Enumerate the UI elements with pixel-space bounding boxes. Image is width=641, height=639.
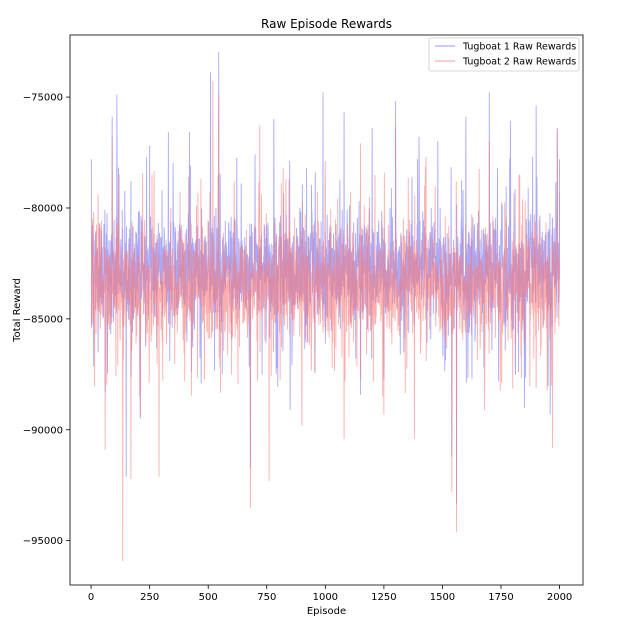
x-axis: 0 250 500 750 1000 1250 1500 1750 2000 — [88, 585, 572, 603]
legend: Tugboat 1 Raw Rewards Tugboat 2 Raw Rewa… — [428, 37, 580, 72]
legend-label-tugboat-2: Tugboat 2 Raw Rewards — [462, 57, 576, 68]
series-layer — [90, 52, 561, 562]
x-tick-label: 750 — [257, 592, 276, 603]
x-axis-label: Episode — [307, 606, 346, 617]
x-tick-label: 250 — [140, 592, 159, 603]
y-tick-label: −95000 — [23, 536, 63, 547]
x-tick-label: 2000 — [547, 592, 572, 603]
plot-frame — [69, 34, 584, 586]
x-tick-label: 1000 — [313, 592, 338, 603]
y-tick-label: −75000 — [23, 93, 63, 104]
legend-box — [428, 37, 580, 72]
y-tick-label: −80000 — [23, 203, 63, 214]
x-tick-label: 1250 — [371, 592, 396, 603]
y-tick-label: −90000 — [23, 425, 63, 436]
x-tick-label: 1500 — [430, 592, 455, 603]
y-axis-label: Total Reward — [12, 278, 23, 343]
series-line-tugboat-2 — [90, 81, 561, 562]
legend-label-tugboat-1: Tugboat 1 Raw Rewards — [462, 42, 576, 53]
y-tick-label: −85000 — [23, 314, 63, 325]
x-tick-label: 1750 — [488, 592, 513, 603]
x-tick-label: 0 — [88, 592, 94, 603]
y-axis: −95000 −90000 −85000 −80000 −75000 — [23, 93, 70, 547]
chart-title: Raw Episode Rewards — [261, 17, 392, 31]
x-tick-label: 500 — [199, 592, 218, 603]
